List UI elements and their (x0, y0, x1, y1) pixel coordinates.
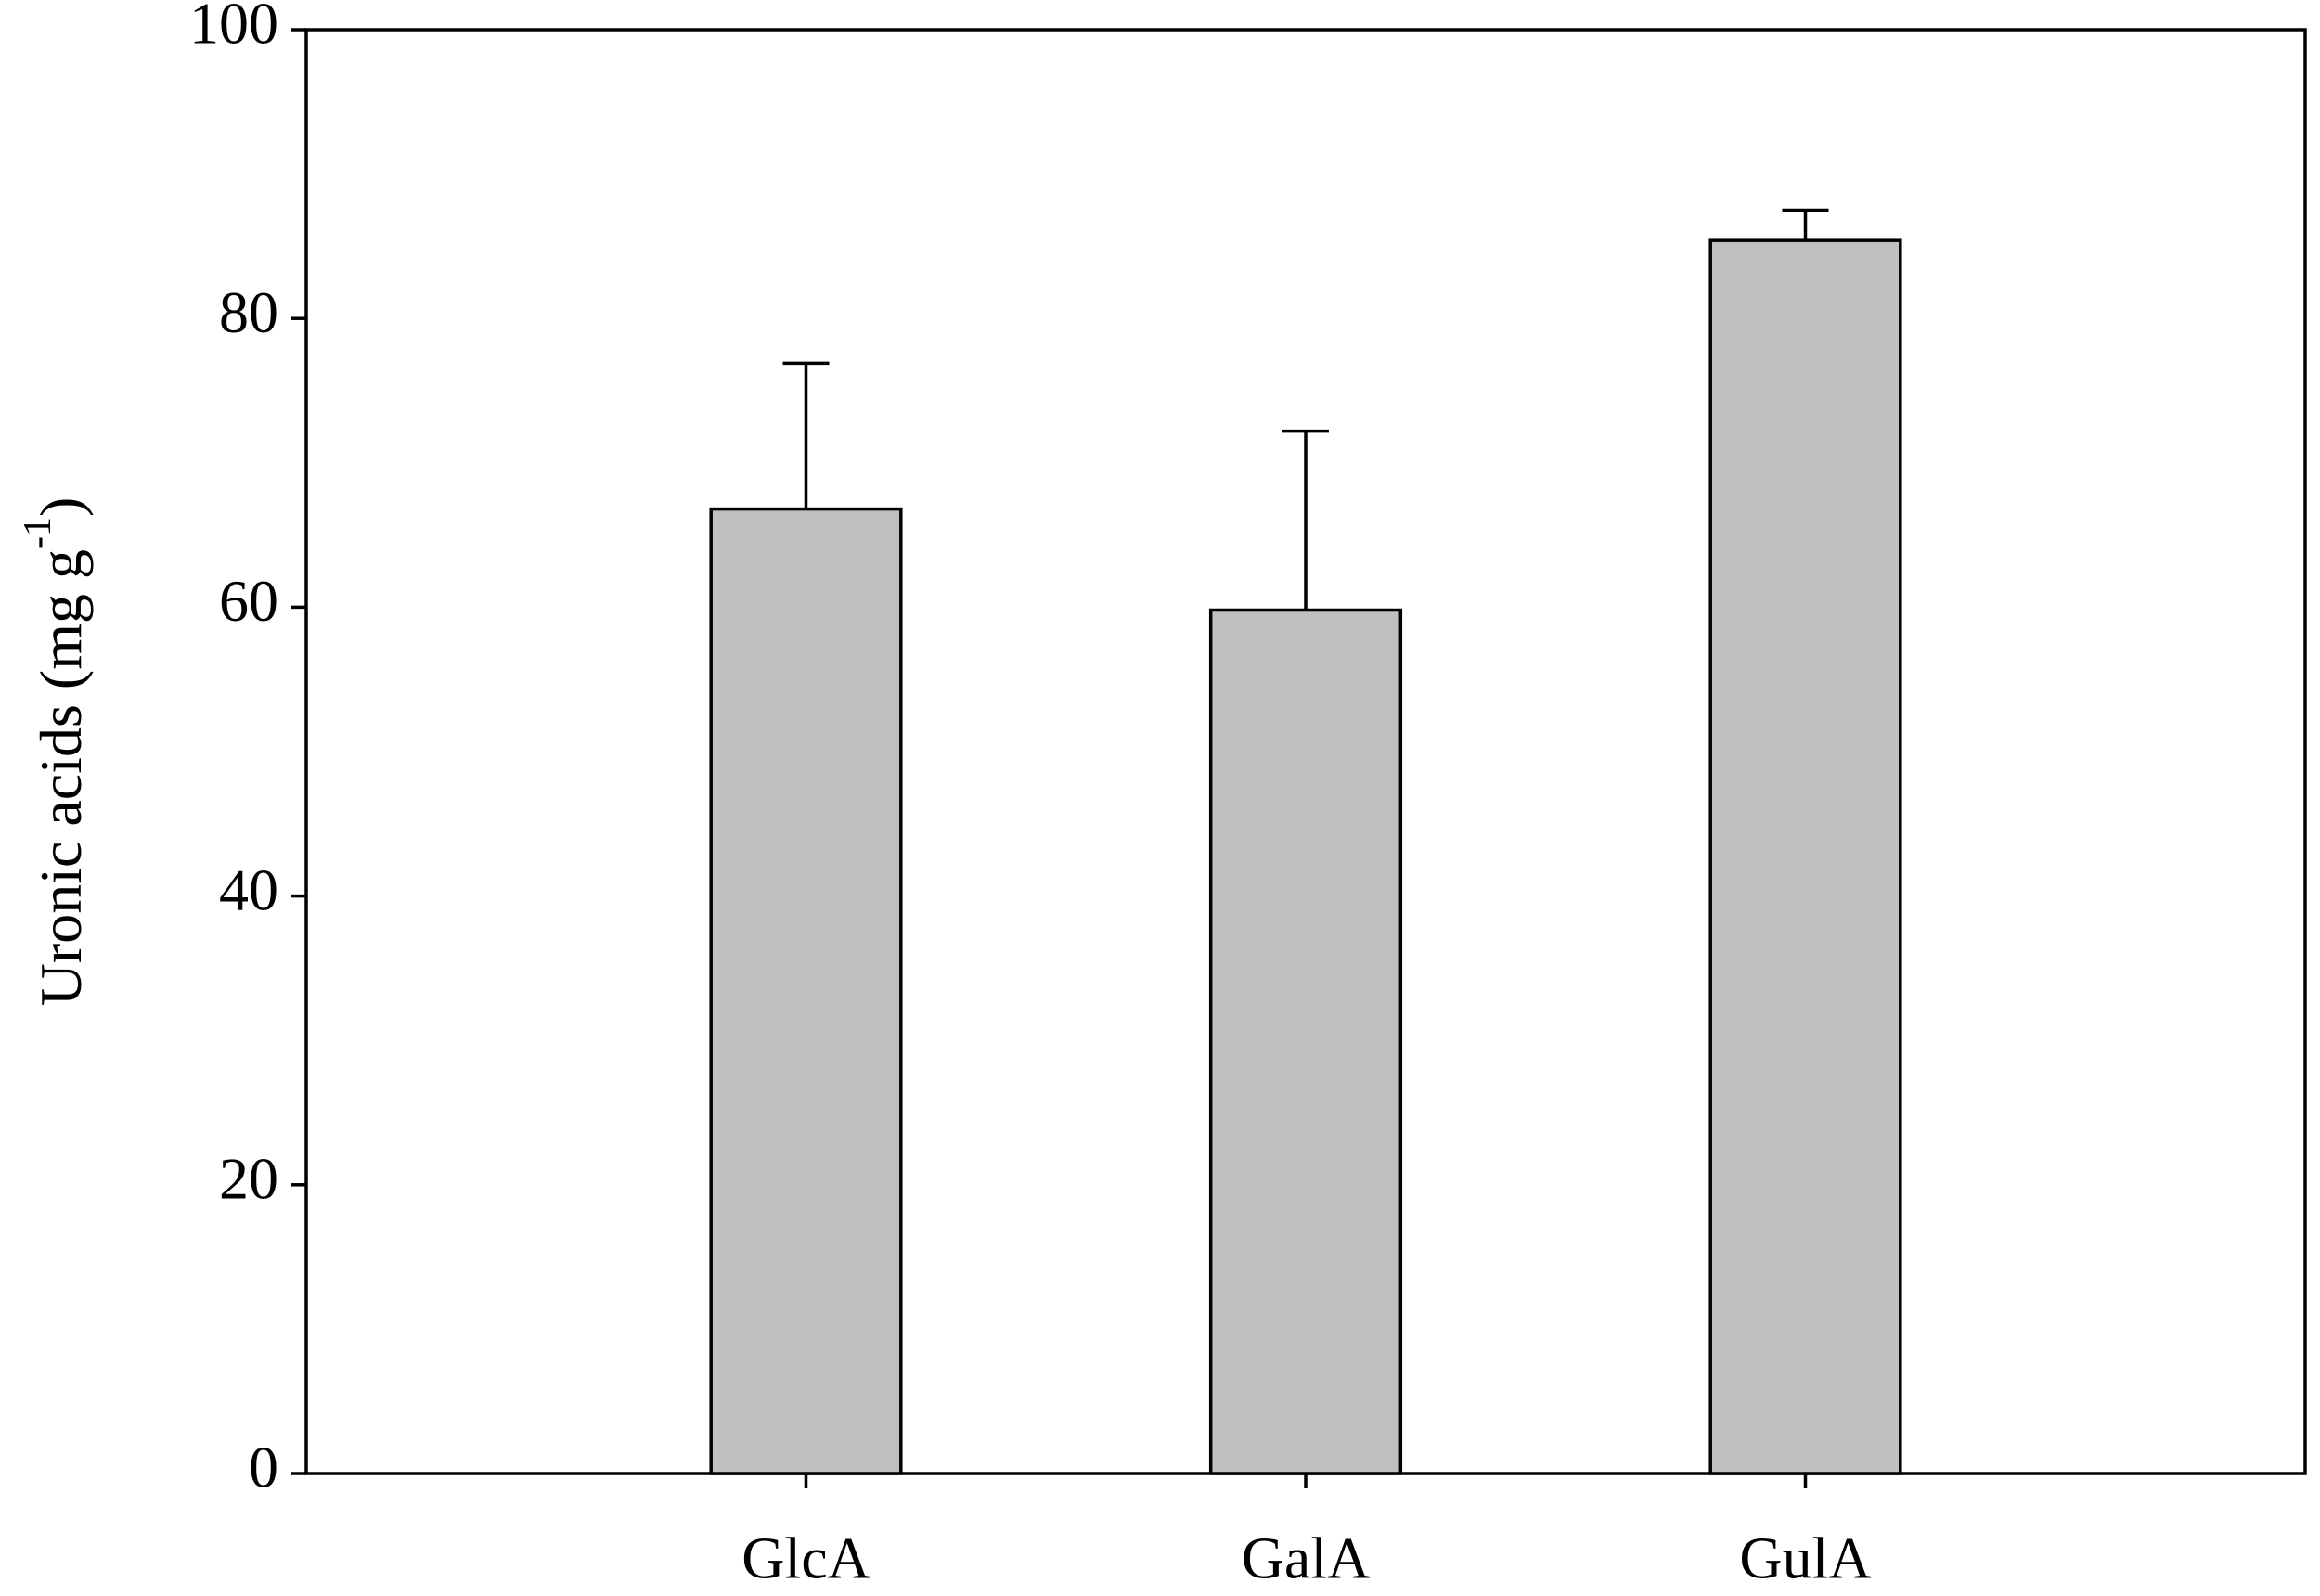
y-tick-label: 40 (219, 856, 278, 922)
y-tick-label: 20 (219, 1145, 278, 1211)
y-tick-label: 60 (219, 568, 278, 634)
x-tick-label: GulA (1739, 1525, 1871, 1591)
y-axis-label-main: Uronic acids (mg g (28, 549, 94, 1006)
y-tick-label: 0 (249, 1435, 278, 1500)
x-tick-label: GlcA (741, 1525, 870, 1591)
y-axis-label: Uronic acids (mg g-1) (17, 497, 94, 1007)
y-tick-label: 80 (219, 279, 278, 345)
x-tick-label: GalA (1242, 1525, 1371, 1591)
bar (1708, 238, 1902, 1475)
y-axis-label-superscript: -1 (17, 517, 59, 549)
bar (1208, 608, 1403, 1475)
y-axis-label-end: ) (28, 497, 94, 517)
bar (709, 507, 903, 1475)
y-tick-label: 100 (189, 0, 278, 57)
